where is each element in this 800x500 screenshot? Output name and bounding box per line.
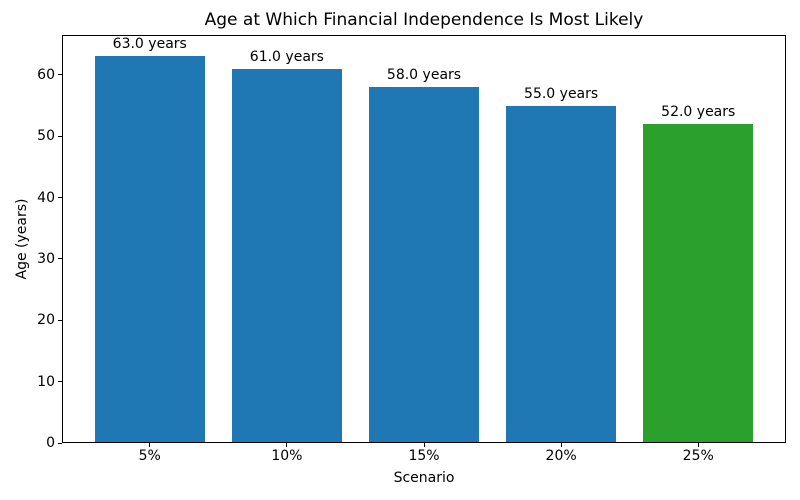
bar xyxy=(232,68,342,443)
x-tick-mark xyxy=(286,443,288,447)
y-tick-label: 30 xyxy=(37,250,55,267)
bar-value-label: 63.0 years xyxy=(112,36,187,53)
x-tick-mark xyxy=(149,443,151,447)
bar xyxy=(506,105,616,443)
x-tick-label: 5% xyxy=(138,448,161,464)
x-tick-label: 25% xyxy=(682,448,714,464)
bar xyxy=(94,56,205,443)
x-tick-label: 15% xyxy=(408,448,440,464)
bar-value-label: 55.0 years xyxy=(524,85,599,102)
y-tick-label: 60 xyxy=(37,66,55,83)
chart-title: Age at Which Financial Independence Is M… xyxy=(204,10,644,30)
y-tick-mark xyxy=(58,381,62,383)
y-tick-mark xyxy=(58,442,62,444)
bar xyxy=(643,123,754,443)
bar-value-label: 61.0 years xyxy=(249,48,324,65)
y-tick-label: 50 xyxy=(37,128,55,145)
x-tick-mark xyxy=(697,443,699,447)
x-tick-mark xyxy=(560,443,562,447)
y-tick-mark xyxy=(58,74,62,76)
y-tick-label: 40 xyxy=(37,189,55,206)
y-axis-label: Age (years) xyxy=(14,198,30,280)
y-tick-label: 0 xyxy=(46,435,55,451)
y-tick-mark xyxy=(58,135,62,137)
x-axis-label: Scenario xyxy=(393,470,455,486)
bar-value-label: 52.0 years xyxy=(661,103,736,120)
y-tick-mark xyxy=(58,258,62,260)
y-tick-label: 10 xyxy=(37,373,55,390)
x-tick-label: 20% xyxy=(545,448,577,464)
x-tick-label: 10% xyxy=(271,448,303,464)
x-tick-mark xyxy=(423,443,425,447)
bar xyxy=(369,87,479,443)
bar-value-label: 58.0 years xyxy=(386,67,462,84)
y-tick-mark xyxy=(58,197,62,199)
y-tick-label: 20 xyxy=(37,312,55,329)
y-tick-mark xyxy=(58,319,62,321)
